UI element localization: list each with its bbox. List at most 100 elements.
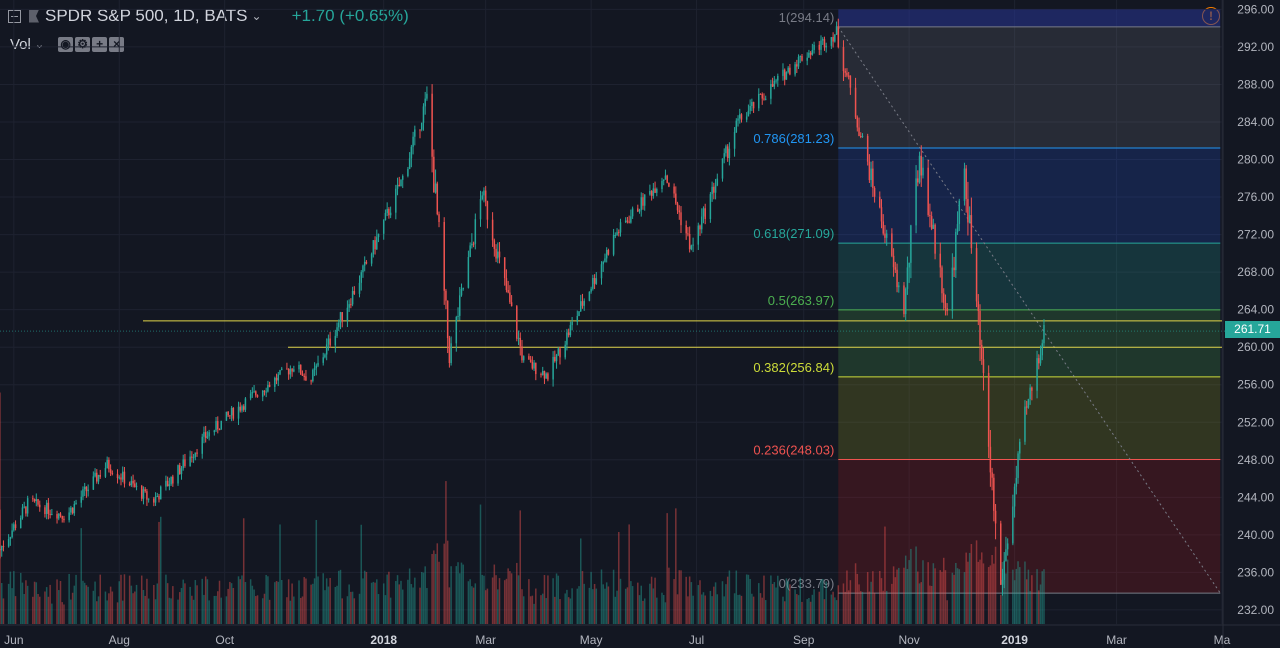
- candle-body: [614, 235, 617, 237]
- volume-bar: [592, 589, 594, 624]
- volume-bar: [528, 579, 530, 624]
- candle-body: [837, 26, 840, 48]
- volume-bar: [384, 595, 387, 624]
- candle-body: [431, 93, 433, 157]
- volume-bar: [168, 597, 171, 624]
- volume-bar: [567, 597, 570, 624]
- candle-body: [353, 290, 356, 294]
- volume-bar: [861, 591, 864, 624]
- volume-bar: [191, 595, 193, 624]
- candle-body: [733, 132, 736, 149]
- volume-bar: [922, 560, 924, 624]
- volume-bar: [351, 591, 354, 624]
- candle-body: [498, 251, 501, 258]
- volume-bar: [713, 586, 715, 624]
- candle-body: [241, 406, 243, 411]
- candle-body: [467, 257, 470, 288]
- volume-bar: [134, 591, 136, 624]
- candle-body: [121, 471, 124, 480]
- candle-body: [528, 356, 530, 360]
- fib-band: [838, 26, 1221, 148]
- candle-body: [737, 118, 739, 121]
- volume-bar: [661, 592, 663, 624]
- candle-body: [111, 473, 114, 475]
- settings-icon[interactable]: ⚙: [75, 36, 91, 52]
- candle-body: [821, 39, 824, 41]
- candle-body: [303, 375, 305, 377]
- volume-bar: [334, 586, 337, 624]
- volume-bar: [215, 595, 217, 624]
- fib-level-label: 0.5(263.97): [768, 293, 835, 308]
- volume-bar: [455, 566, 458, 624]
- candle-body: [910, 225, 912, 263]
- volume-bar: [116, 602, 119, 624]
- volume-bar: [118, 581, 121, 624]
- candle-body: [764, 98, 767, 100]
- chevron-down-icon[interactable]: ⌄: [251, 9, 262, 23]
- collapse-icon[interactable]: [8, 9, 21, 23]
- candle-body: [462, 287, 464, 289]
- candle-body: [692, 244, 694, 246]
- volume-bar: [165, 574, 167, 624]
- candle-body: [63, 518, 65, 521]
- y-tick-label: 284.00: [1237, 115, 1274, 129]
- volume-bar: [588, 587, 591, 624]
- volume-bar: [313, 578, 316, 624]
- volume-bar: [121, 600, 124, 624]
- symbol-title[interactable]: SPDR S&P 500, 1D, BATS: [45, 6, 248, 25]
- volume-bar: [291, 583, 293, 624]
- volume-bar: [517, 575, 520, 624]
- volume-bar: [906, 568, 909, 624]
- candle-body: [559, 348, 561, 358]
- symbol-header: SPDR S&P 500, 1D, BATS ⌄ +1.70 (+0.65%): [8, 4, 409, 28]
- volume-bar: [158, 521, 160, 624]
- candle-body: [267, 384, 269, 392]
- flag-icon[interactable]: [29, 9, 39, 23]
- volume-bar: [256, 595, 259, 624]
- y-tick-label: 288.00: [1237, 77, 1274, 91]
- volume-bar: [275, 581, 278, 624]
- volume-bar: [317, 576, 319, 624]
- close-icon[interactable]: ×: [109, 36, 125, 52]
- candle-body: [184, 459, 186, 467]
- candle-body: [1043, 325, 1045, 344]
- candle-body: [370, 254, 373, 264]
- add-icon[interactable]: +: [92, 36, 108, 52]
- candle-body: [180, 468, 183, 475]
- volume-bar: [842, 583, 845, 624]
- volume-bar: [932, 563, 935, 624]
- volume-bar: [1025, 579, 1028, 624]
- candle-body: [32, 498, 34, 500]
- candle-body: [448, 338, 451, 363]
- candle-body: [486, 201, 489, 220]
- candle-body: [396, 184, 399, 189]
- volume-bar: [37, 593, 39, 624]
- candle-body: [265, 391, 267, 393]
- volume-bar: [436, 543, 439, 624]
- candle-body: [941, 267, 943, 294]
- candle-body: [602, 261, 604, 265]
- candle-body: [408, 158, 411, 169]
- y-tick-label: 240.00: [1237, 528, 1274, 542]
- candle-body: [268, 384, 271, 387]
- candle-body: [0, 546, 3, 551]
- volume-bar: [777, 575, 779, 624]
- volume-bar: [989, 565, 992, 624]
- candle-body: [967, 198, 969, 223]
- volume-label[interactable]: Vol: [10, 35, 31, 53]
- eye-icon[interactable]: ◉: [58, 36, 74, 52]
- candle-body: [751, 102, 753, 107]
- candle-body: [407, 168, 409, 176]
- candle-body: [955, 231, 957, 271]
- candle-body: [1027, 399, 1030, 408]
- volume-bar: [203, 594, 205, 624]
- volume-bar: [142, 589, 145, 624]
- candle-body: [980, 344, 983, 360]
- candle-body: [71, 507, 74, 514]
- candle-body: [19, 517, 22, 528]
- chevron-down-icon[interactable]: ⌄: [34, 38, 45, 51]
- volume-bar: [566, 589, 568, 624]
- volume-bar: [618, 532, 620, 624]
- candle-body: [401, 175, 404, 180]
